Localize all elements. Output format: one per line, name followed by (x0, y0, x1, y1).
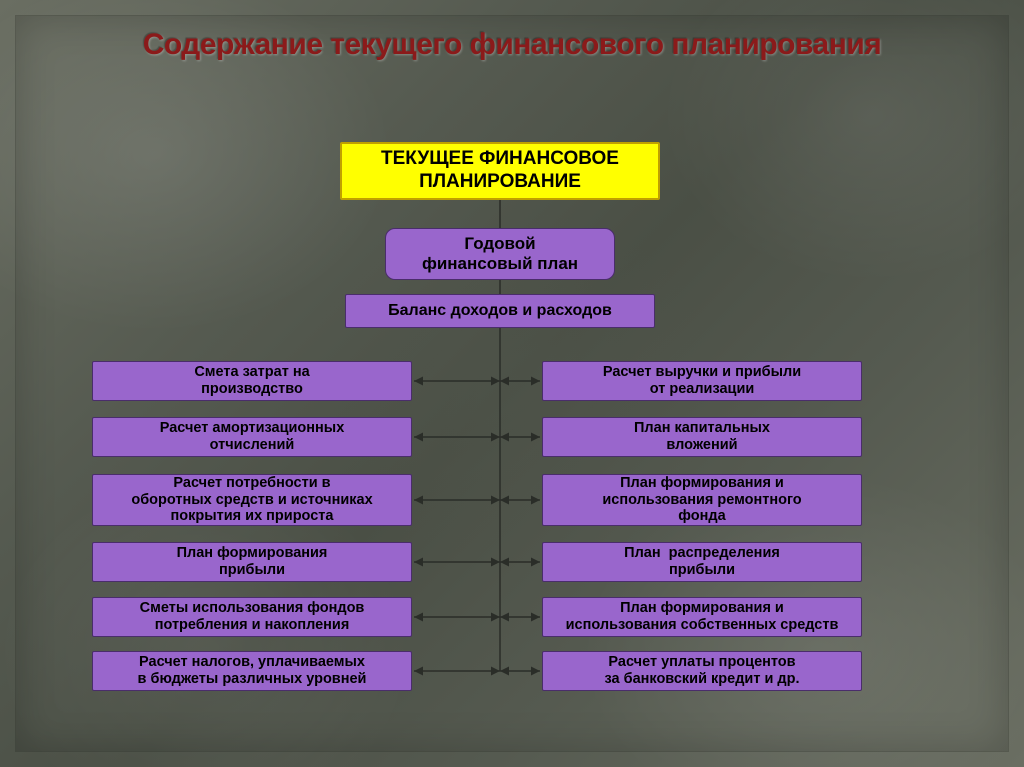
left-item-5: Расчет налогов, уплачиваемыхв бюджеты ра… (92, 651, 412, 691)
page-title: Содержание текущего финансового планиров… (143, 28, 882, 62)
root-box: ТЕКУЩЕЕ ФИНАНСОВОЕПЛАНИРОВАНИЕ (340, 142, 660, 200)
left-item-2: Расчет потребности воборотных средств и … (92, 474, 412, 526)
left-item-4: Сметы использования фондовпотребления и … (92, 597, 412, 637)
right-item-2: План формирования ииспользования ремонтн… (542, 474, 862, 526)
left-item-3: План формированияприбыли (92, 542, 412, 582)
right-item-0: Расчет выручки и прибылиот реализации (542, 361, 862, 401)
balance-box: Баланс доходов и расходов (345, 294, 655, 328)
left-item-1: Расчет амортизационныхотчислений (92, 417, 412, 457)
right-item-5: Расчет уплаты процентовза банковский кре… (542, 651, 862, 691)
left-item-0: Смета затрат напроизводство (92, 361, 412, 401)
annual-plan-box: Годовойфинансовый план (385, 228, 615, 280)
right-item-4: План формирования ииспользования собстве… (542, 597, 862, 637)
right-item-1: План капитальныхвложений (542, 417, 862, 457)
right-item-3: План распределенияприбыли (542, 542, 862, 582)
